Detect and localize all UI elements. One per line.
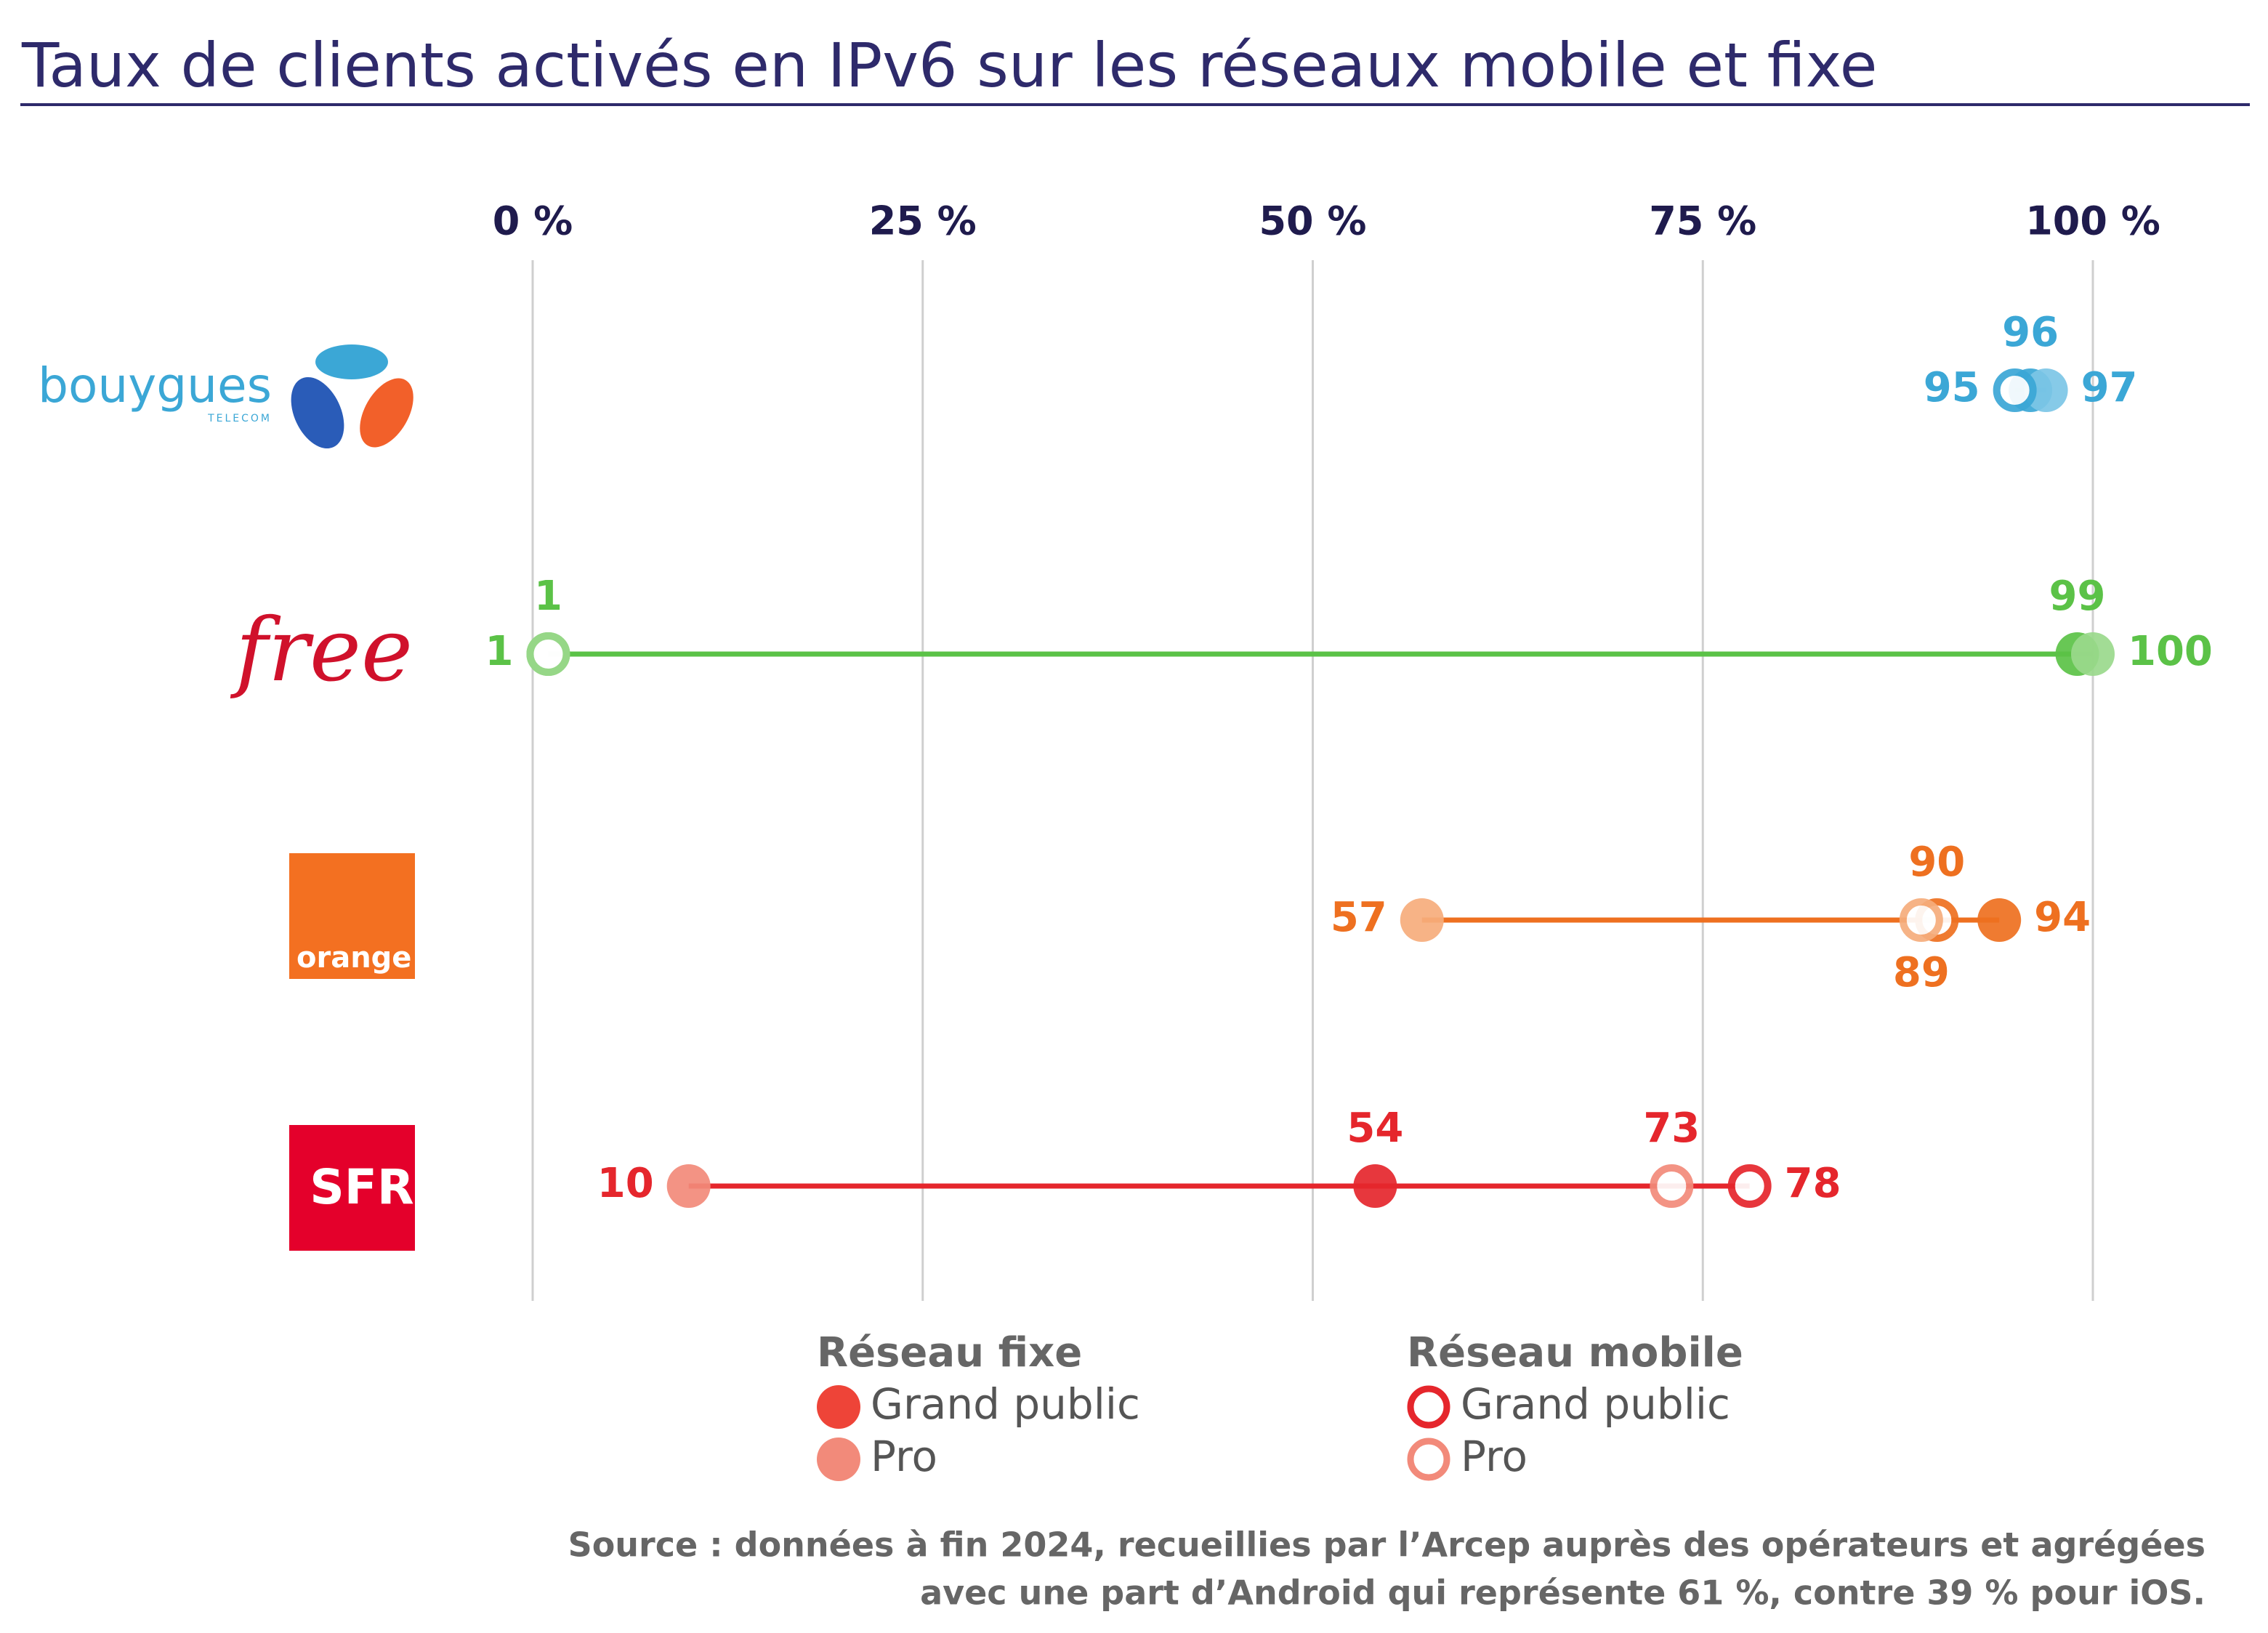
data-label: 1 — [485, 628, 514, 675]
data-label: 1 — [534, 573, 562, 620]
dot — [1353, 1164, 1397, 1208]
category-label: SFR — [310, 1159, 413, 1215]
dot — [1899, 898, 1943, 942]
x-tick-label: 50 % — [1259, 198, 1366, 244]
source-note: avec une part d’Android qui représente 6… — [920, 1573, 2206, 1613]
category-label: orange — [296, 941, 411, 975]
dot — [666, 1164, 711, 1208]
data-label: 96 — [2002, 309, 2059, 356]
category-label: bouygues — [38, 358, 272, 414]
category-label: free — [230, 600, 413, 701]
dot — [2071, 632, 2115, 676]
data-label: 89 — [1893, 949, 1950, 996]
data-label: 10 — [597, 1160, 654, 1207]
dot — [2024, 368, 2068, 412]
logo-shape — [291, 376, 344, 449]
legend-label: Grand public — [1461, 1379, 1730, 1429]
logo-shape — [360, 378, 413, 448]
dot — [1977, 898, 2022, 942]
data-label: 54 — [1347, 1105, 1403, 1152]
data-label: 95 — [1924, 364, 1980, 411]
source-note: Source : données à fin 2024, recueillies… — [568, 1525, 2206, 1565]
legend-marker — [1407, 1438, 1450, 1481]
legend-heading: Réseau mobile — [1407, 1329, 1743, 1376]
data-label: 99 — [2049, 573, 2106, 620]
dot — [1727, 1164, 1772, 1208]
data-label: 94 — [2034, 894, 2091, 941]
dot — [1650, 1164, 1694, 1208]
logo-shape — [289, 853, 415, 979]
x-tick-label: 100 % — [2025, 198, 2160, 244]
legend-label: Grand public — [871, 1379, 1140, 1429]
legend-marker — [817, 1385, 860, 1429]
data-label: 73 — [1643, 1105, 1700, 1152]
data-label: 100 — [2128, 628, 2213, 675]
data-label: 97 — [2081, 364, 2138, 411]
logo-shape — [315, 344, 388, 379]
logo-shape — [289, 1125, 415, 1251]
x-tick-label: 75 % — [1649, 198, 1756, 244]
category-sublabel: TELECOM — [207, 413, 272, 424]
dot — [526, 632, 570, 676]
legend-marker — [817, 1438, 860, 1481]
data-label: 57 — [1331, 894, 1387, 941]
legend-marker — [1407, 1385, 1450, 1429]
chart-title: Taux de clients activés en IPv6 sur les … — [21, 30, 1877, 101]
x-tick-label: 0 % — [493, 198, 573, 244]
legend-heading: Réseau fixe — [817, 1329, 1082, 1376]
legend-label: Pro — [871, 1432, 937, 1481]
data-label: 78 — [1785, 1160, 1841, 1207]
dot — [1993, 368, 2037, 412]
dot — [1400, 898, 1444, 942]
x-tick-label: 25 % — [869, 198, 977, 244]
legend-label: Pro — [1461, 1432, 1528, 1481]
data-label: 90 — [1908, 839, 1965, 886]
